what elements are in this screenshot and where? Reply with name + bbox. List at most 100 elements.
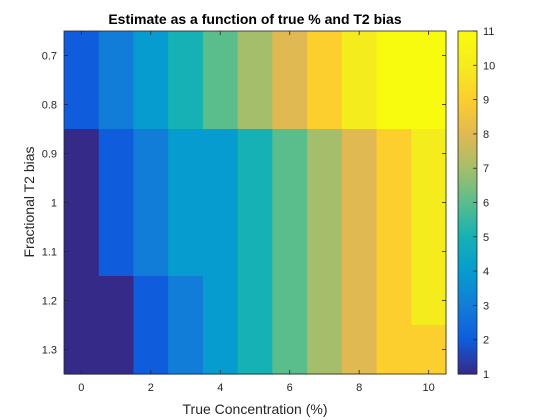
colorbar-segment <box>458 151 477 155</box>
colorbar-segment <box>458 259 477 264</box>
x-axis-label: True Concentration (%) <box>183 401 328 417</box>
colorbar-segment <box>458 279 477 284</box>
colorbar-segment <box>458 268 477 272</box>
colorbar-segment <box>458 88 477 92</box>
colorbar-segment <box>458 111 477 115</box>
colorbar-segment <box>458 102 477 106</box>
colorbar-segment <box>458 142 477 146</box>
heatmap-cell <box>272 129 308 179</box>
chart-title: Estimate as a function of true % and T2 … <box>108 11 401 27</box>
colorbar-segment <box>458 365 477 369</box>
colorbar-segment <box>458 251 477 255</box>
colorbar-segment <box>458 99 477 104</box>
colorbar-segment <box>458 82 477 86</box>
heatmap-cell <box>376 325 412 375</box>
colorbar-segment <box>458 302 477 306</box>
colorbar-segment <box>458 211 477 215</box>
heatmap-cell <box>237 31 273 81</box>
y-axis: 0.7 0.8 0.9 1 1.1 1.2 1.3 <box>42 51 446 357</box>
colorbar-segment <box>458 108 477 112</box>
x-axis: 0 2 4 6 8 10 <box>78 31 435 394</box>
heatmap-cell <box>133 31 169 81</box>
colorbar-segment <box>458 356 477 361</box>
heatmap-cells <box>64 31 447 375</box>
colorbar-segment <box>458 31 477 35</box>
colorbar-segment <box>458 56 477 61</box>
colorbar-segment <box>458 36 477 41</box>
x-tick-label: 10 <box>423 382 435 394</box>
colorbar-segment <box>458 136 477 141</box>
colorbar: 1 2 3 4 5 6 7 8 9 10 11 <box>457 26 495 381</box>
colorbar-tick-label: 4 <box>483 266 489 278</box>
colorbar-segment <box>458 68 477 72</box>
colorbar-tick-label: 1 <box>483 369 489 381</box>
colorbar-segment <box>458 199 477 204</box>
colorbar-segment <box>458 96 477 101</box>
heatmap-cell <box>307 129 343 179</box>
colorbar-segment <box>458 325 477 329</box>
heatmap-cell <box>307 227 343 277</box>
colorbar-segment <box>458 299 477 304</box>
colorbar-segment <box>458 131 477 135</box>
colorbar-segment <box>458 339 477 344</box>
colorbar-segment <box>458 113 477 118</box>
y-axis-label: Fractional T2 bias <box>21 146 37 257</box>
heatmap-cell <box>307 325 343 375</box>
heatmap-cell <box>307 80 343 130</box>
heatmap-cell <box>168 80 204 130</box>
colorbar-segment <box>458 311 477 315</box>
y-tick-label: 1 <box>51 198 57 210</box>
colorbar-segment <box>458 51 477 55</box>
colorbar-segment <box>458 156 477 161</box>
heatmap-cell <box>411 31 447 81</box>
colorbar-segment <box>458 202 477 206</box>
heatmap-cell <box>168 227 204 277</box>
heatmap-cell <box>168 276 204 326</box>
colorbar-segment <box>458 231 477 235</box>
colorbar-segment <box>458 39 477 44</box>
colorbar-segment <box>458 53 477 58</box>
colorbar-segment <box>458 353 477 358</box>
colorbar-segment <box>458 179 477 184</box>
heatmap-cell <box>133 227 169 277</box>
colorbar-segment <box>458 148 477 152</box>
colorbar-segment <box>458 308 477 312</box>
heatmap-cell <box>272 276 308 326</box>
colorbar-segment <box>458 193 477 198</box>
x-tick-label: 0 <box>78 382 84 394</box>
heatmap-cell <box>237 325 273 375</box>
colorbar-segment <box>458 348 477 352</box>
colorbar-segment <box>458 162 477 166</box>
colorbar-segment <box>458 248 477 252</box>
heatmap-cell <box>168 31 204 81</box>
colorbar-segment <box>458 276 477 281</box>
heatmap-cell <box>411 227 447 277</box>
colorbar-segment <box>458 271 477 275</box>
colorbar-segment <box>458 176 477 181</box>
colorbar-segment <box>458 336 477 341</box>
heatmap-cell <box>133 80 169 130</box>
colorbar-segment <box>458 273 477 278</box>
colorbar-segment <box>458 219 477 224</box>
heatmap-cell <box>341 276 378 326</box>
x-tick-label: 6 <box>287 382 293 394</box>
heatmap-cell <box>202 325 239 375</box>
colorbar-segment <box>458 45 477 49</box>
colorbar-segment <box>458 213 477 218</box>
heatmap-cell <box>237 129 273 179</box>
heatmap-cell <box>341 31 378 81</box>
colorbar-segment <box>458 171 477 175</box>
heatmap-cell <box>98 178 135 228</box>
heatmap-cell <box>411 276 447 326</box>
colorbar-segment <box>458 265 477 269</box>
heatmap-cell <box>411 325 447 375</box>
colorbar-segment <box>458 256 477 261</box>
heatmap-cell <box>64 276 100 326</box>
heatmap-cell <box>64 129 100 179</box>
heatmap-cell <box>64 325 100 375</box>
y-tick-label: 1.3 <box>42 345 57 357</box>
heatmap-cell <box>341 227 378 277</box>
heatmap-cell <box>411 80 447 130</box>
colorbar-segment <box>458 76 477 81</box>
